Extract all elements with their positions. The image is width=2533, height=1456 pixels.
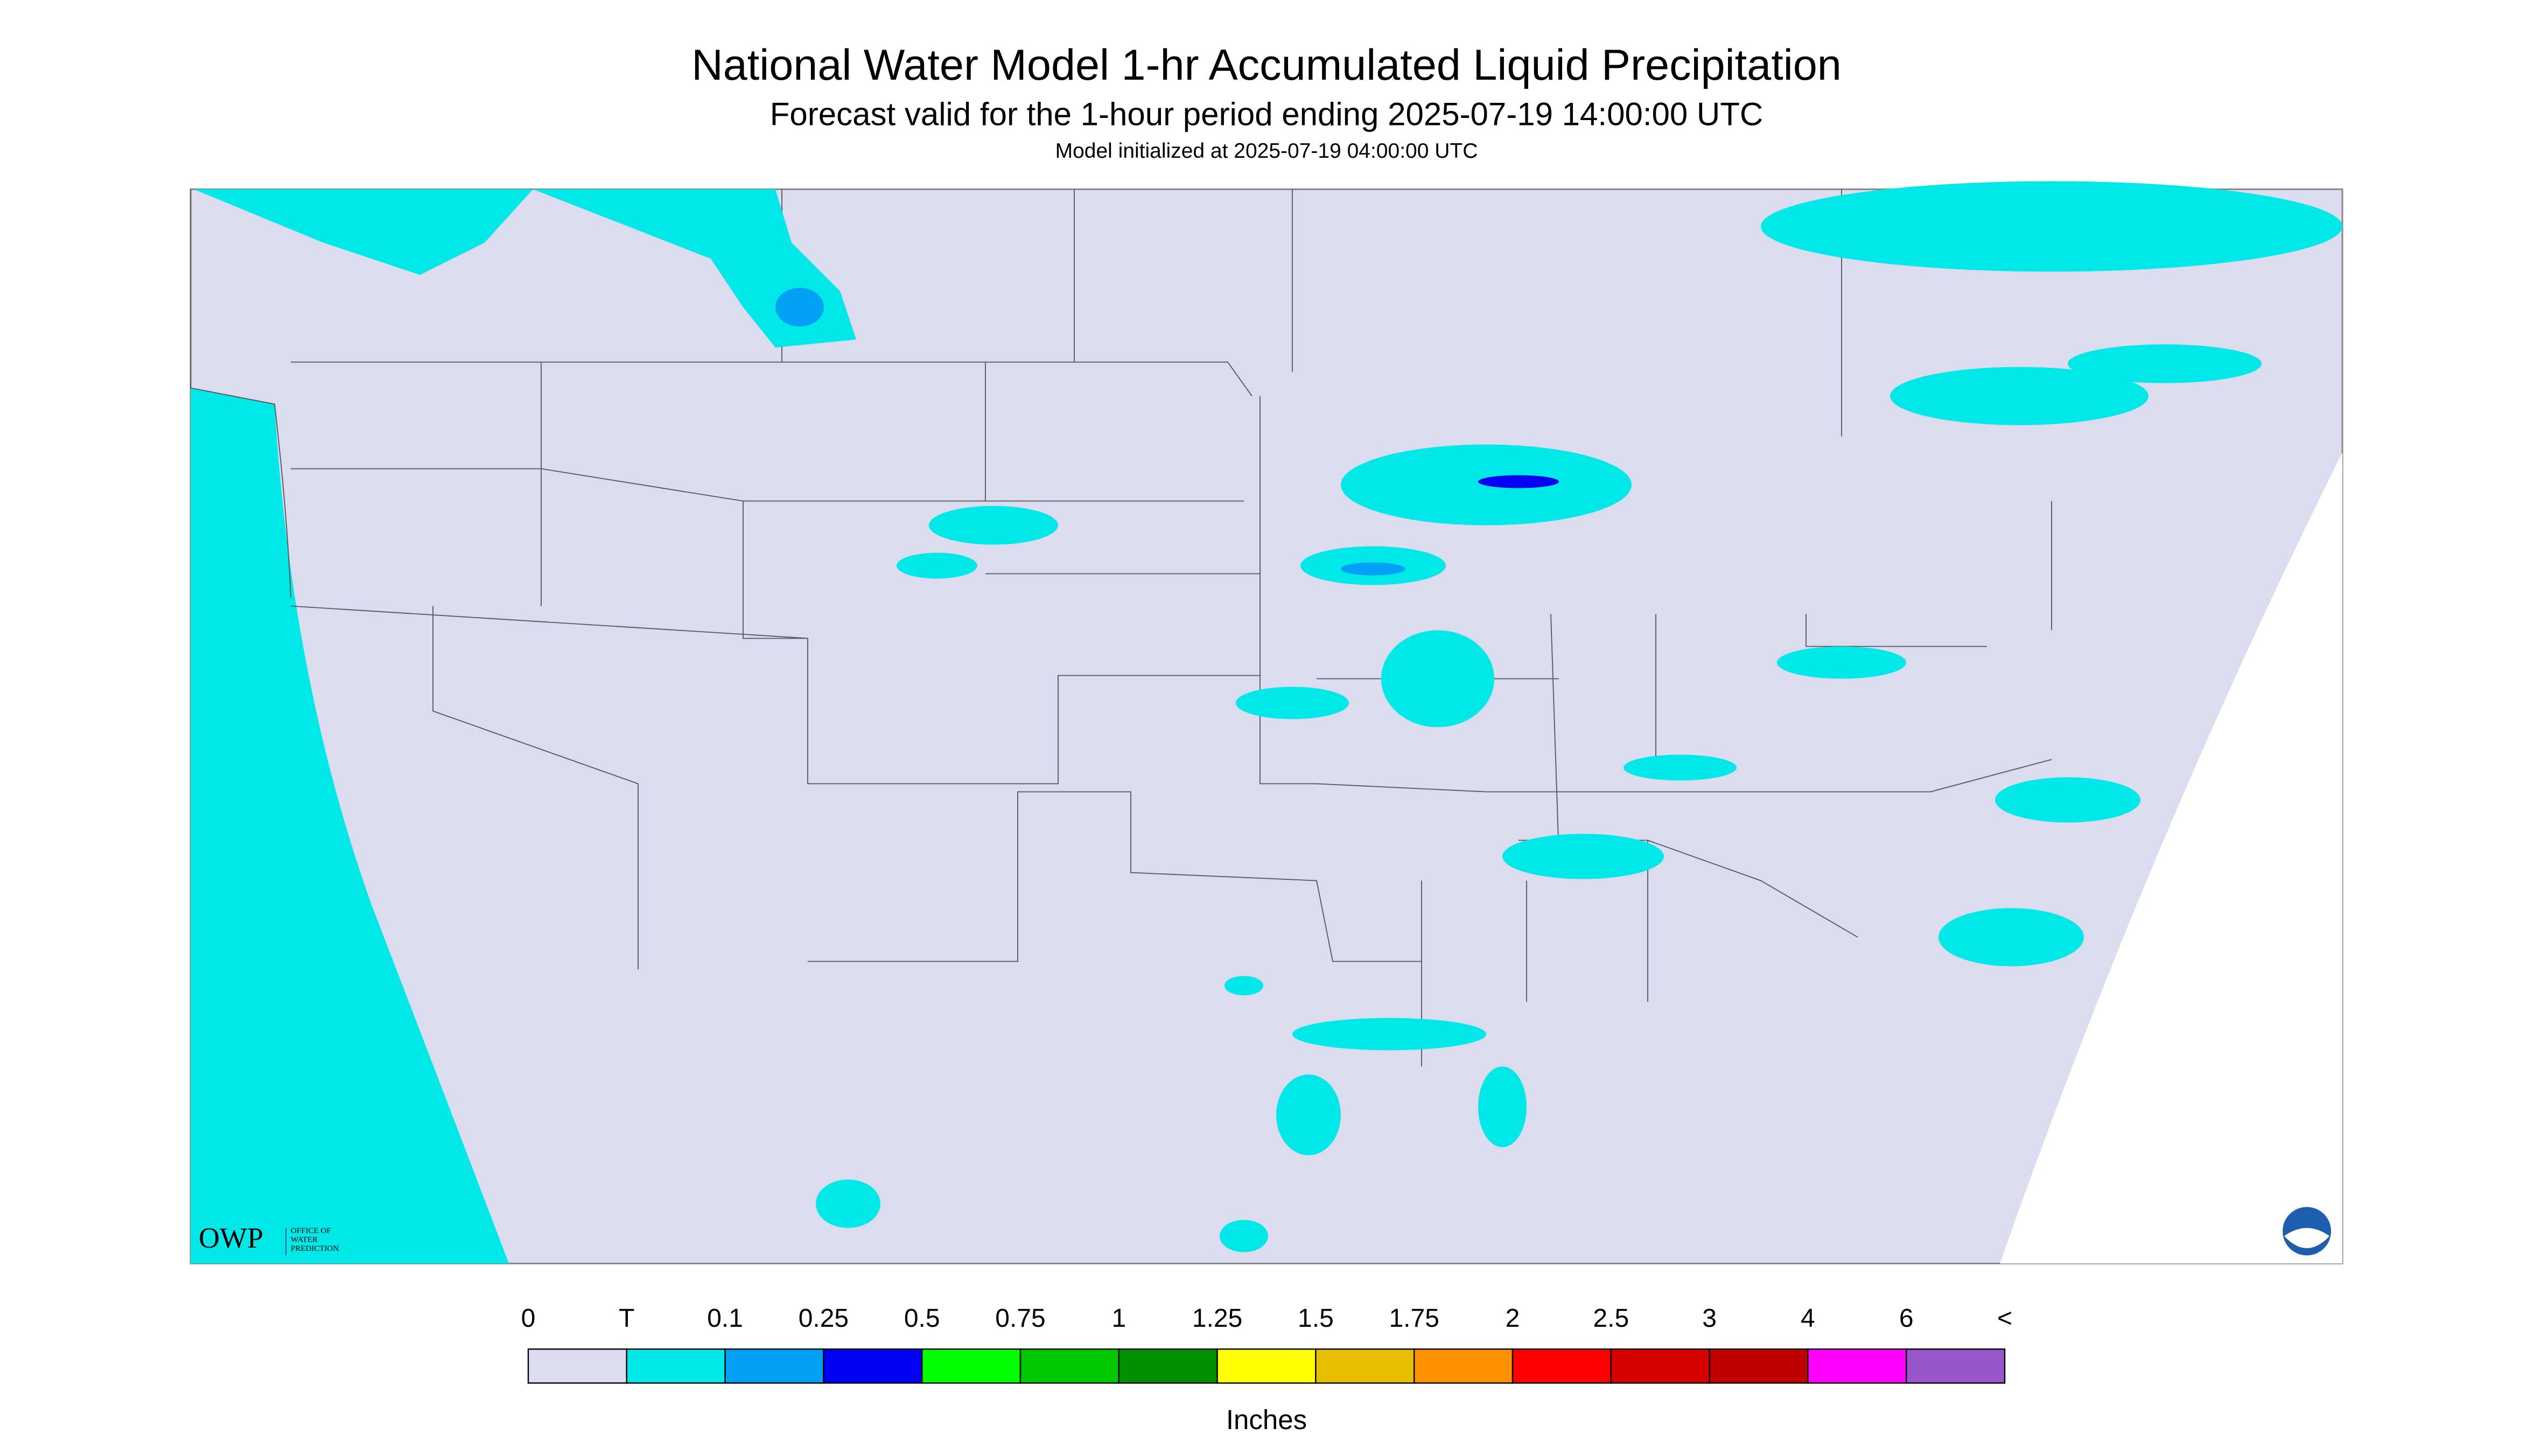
- title: National Water Model 1-hr Accumulated Li…: [691, 41, 1842, 89]
- legend-label: 0.25: [799, 1304, 849, 1333]
- legend-swatch: [1118, 1348, 1218, 1384]
- legend-swatch: [724, 1348, 824, 1384]
- legend-label: 1.75: [1389, 1304, 1439, 1333]
- legend-swatch: [921, 1348, 1021, 1384]
- map-frame: [190, 188, 2343, 1264]
- legend-label: 1: [1111, 1304, 1126, 1333]
- legend-label: 1.25: [1192, 1304, 1242, 1333]
- logo-line: OFFICE OF: [291, 1227, 331, 1235]
- legend-swatch: [1610, 1348, 1710, 1384]
- legend-label: 6: [1899, 1304, 1914, 1333]
- legend-swatch: [1807, 1348, 1907, 1384]
- logo-line: PREDICTION: [291, 1244, 339, 1253]
- legend-label: 2.5: [1593, 1304, 1629, 1333]
- init-time: Model initialized at 2025-07-19 04:00:00…: [1055, 139, 1478, 163]
- legend-swatch: [626, 1348, 726, 1384]
- noaa-logo-wave: [2284, 1228, 2329, 1248]
- outside-domain: [2000, 452, 2342, 1264]
- legend-swatch: [1414, 1348, 1514, 1384]
- legend-swatch: [823, 1348, 923, 1384]
- legend-label: 0.5: [904, 1304, 940, 1333]
- legend-unit: Inches: [1226, 1404, 1307, 1435]
- legend-label: <: [1997, 1304, 2012, 1333]
- legend-swatch: [1315, 1348, 1415, 1384]
- legend-swatch: [1216, 1348, 1317, 1384]
- legend-label: T: [619, 1304, 634, 1333]
- state-borders: [290, 189, 2052, 1067]
- legend-swatch: [527, 1348, 628, 1384]
- legend-label: 0.75: [995, 1304, 1045, 1333]
- legend-label: 0.1: [707, 1304, 743, 1333]
- coast: [190, 189, 291, 598]
- legend-label: 2: [1506, 1304, 1520, 1333]
- legend-swatch: [1019, 1348, 1120, 1384]
- logo-line: WATER: [291, 1235, 318, 1244]
- logo-name: OWP: [199, 1222, 263, 1254]
- legend-swatch: [1709, 1348, 1809, 1384]
- legend-label: 4: [1801, 1304, 1815, 1333]
- ocean-precip: [191, 388, 509, 1264]
- legend-swatch: [1905, 1348, 2006, 1384]
- precip-areas: [194, 181, 2342, 1252]
- legend-label: 0: [521, 1304, 536, 1333]
- legend-label: 3: [1702, 1304, 1717, 1333]
- legend-swatch: [1512, 1348, 1612, 1384]
- legend: 0 T 0.1 0.25 0.5 0.75 1 1.25 1.5 1.75 2 2.5 3 4 6 <: [521, 1304, 2012, 1384]
- subtitle: Forecast valid for the 1-hour period end…: [770, 96, 1763, 132]
- legend-label: 1.5: [1298, 1304, 1334, 1333]
